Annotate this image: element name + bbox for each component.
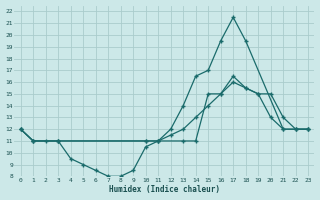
X-axis label: Humidex (Indice chaleur): Humidex (Indice chaleur)	[109, 185, 220, 194]
